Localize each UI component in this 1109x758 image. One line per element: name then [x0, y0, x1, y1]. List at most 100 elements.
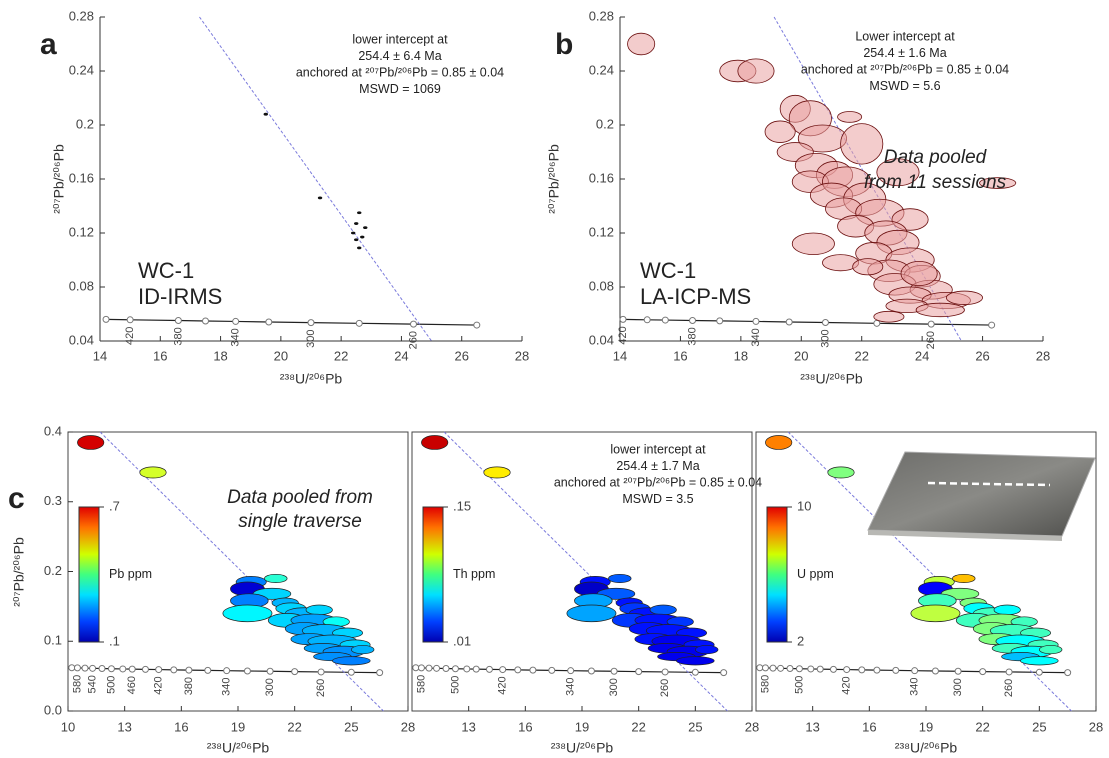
concordia-marker	[473, 321, 481, 329]
age-label: 500	[105, 676, 117, 694]
data-ellipse	[827, 466, 855, 479]
age-label: 380	[183, 677, 195, 695]
age-label: 580	[415, 675, 427, 693]
x-tick-label: 20	[274, 348, 288, 363]
age-label: 340	[230, 328, 242, 346]
colorbar-tick-label: .15	[453, 498, 471, 513]
x-tick-label: 22	[334, 348, 348, 363]
x-tick-label: 26	[454, 348, 468, 363]
concordia-marker	[795, 665, 803, 673]
data-ellipse	[873, 310, 905, 323]
concordia-marker	[752, 317, 760, 325]
concordia-marker	[892, 666, 900, 674]
concordia-marker	[317, 668, 325, 676]
y-tick-label: 0.16	[69, 170, 94, 185]
concordia-marker	[567, 667, 575, 675]
concordia-marker	[769, 664, 777, 672]
x-tick-label: 18	[213, 348, 227, 363]
x-tick-label: 28	[745, 719, 759, 734]
age-label: 420	[617, 326, 629, 344]
x-tick-label: 19	[575, 719, 589, 734]
annotation: lower intercept at	[352, 32, 448, 46]
concordia-marker	[291, 668, 299, 676]
x-axis-title: ²³⁸U/²⁰⁶Pb	[280, 371, 343, 387]
concordia-marker	[873, 319, 881, 327]
x-axis-title: ²³⁸U/²⁰⁶Pb	[551, 740, 614, 756]
colorbar-label: Th ppm	[453, 567, 495, 581]
y-tick-label: 0.28	[69, 8, 94, 23]
concordia-marker	[81, 664, 89, 672]
y-tick-label: 0.2	[76, 116, 94, 131]
concordia-marker	[777, 664, 785, 672]
data-ellipse	[765, 435, 793, 450]
age-label: 260	[315, 679, 327, 697]
x-tick-label: 14	[93, 348, 107, 363]
concordia-marker	[376, 669, 384, 677]
concordia-marker	[873, 666, 881, 674]
colorbar-tick-label: 2	[797, 633, 804, 648]
x-tick-label: 16	[174, 719, 188, 734]
concordia-marker	[451, 665, 459, 673]
data-point	[351, 231, 356, 235]
concordia-marker	[417, 664, 425, 672]
age-label: 580	[71, 675, 83, 693]
concordia-marker	[843, 666, 851, 674]
concordia-marker	[223, 667, 231, 675]
age-label: 380	[686, 327, 698, 345]
age-label: 460	[126, 676, 138, 694]
concordia-marker	[347, 668, 355, 676]
sample-label: ID-IRMS	[138, 284, 222, 309]
panel-letter: a	[40, 28, 57, 61]
x-tick-label: 13	[461, 719, 475, 734]
concordia-marker	[548, 666, 556, 674]
concordia-marker	[689, 316, 697, 324]
data-ellipse	[421, 435, 449, 450]
x-tick-label: 20	[794, 348, 808, 363]
pooled-label: Data pooled	[884, 147, 988, 168]
concordia-marker	[610, 667, 618, 675]
panel-letter: c	[8, 482, 25, 515]
concordia-marker	[786, 665, 794, 673]
data-ellipse	[952, 573, 976, 584]
sample-photo	[867, 451, 1096, 541]
concordia-marker	[141, 665, 149, 673]
x-tick-label: 16	[518, 719, 532, 734]
age-label: 340	[565, 678, 577, 696]
colorbar	[766, 506, 788, 643]
age-label: 420	[841, 676, 853, 694]
concordia-marker	[761, 664, 769, 672]
y-axis-title: ²⁰⁷Pb/²⁰⁶Pb	[546, 144, 562, 214]
concordia-marker	[619, 315, 627, 323]
annotation: anchored at ²⁰⁷Pb/²⁰⁶Pb = 0.85 ± 0.04	[296, 65, 504, 79]
colorbar	[422, 506, 444, 643]
y-tick-label: 0.08	[69, 278, 94, 293]
data-ellipse	[837, 111, 863, 123]
concordia-marker	[821, 319, 829, 327]
pooled-label: from 11 sessions	[864, 172, 1007, 193]
sample-label: LA-ICP-MS	[640, 284, 751, 309]
age-label: 340	[750, 328, 762, 346]
discordia-line	[99, 431, 384, 712]
data-ellipse	[945, 290, 983, 305]
data-ellipse	[979, 177, 1017, 189]
discordia-line	[787, 431, 1072, 712]
age-label: 540	[86, 675, 98, 693]
ellipse-group	[421, 435, 719, 666]
concordia-marker	[107, 665, 115, 673]
age-label: 500	[793, 676, 805, 694]
y-tick-label: 0.04	[589, 332, 614, 347]
concordia-marker	[1005, 668, 1013, 676]
concordia-marker	[756, 664, 764, 672]
sample-label: WC-1	[138, 258, 194, 283]
discordia-line	[443, 431, 728, 712]
concordia-marker	[927, 320, 935, 328]
y-tick-label: 0.24	[69, 62, 94, 77]
age-label: 420	[153, 676, 165, 694]
concordia-marker	[119, 665, 127, 673]
concordia-marker	[442, 665, 450, 673]
x-tick-label: 24	[394, 348, 408, 363]
annotation: 254.4 ± 1.6 Ma	[863, 46, 946, 60]
annotation: anchored at ²⁰⁷Pb/²⁰⁶Pb = 0.85 ± 0.04	[801, 62, 1009, 76]
x-tick-label: 16	[153, 348, 167, 363]
data-ellipse	[332, 656, 371, 666]
